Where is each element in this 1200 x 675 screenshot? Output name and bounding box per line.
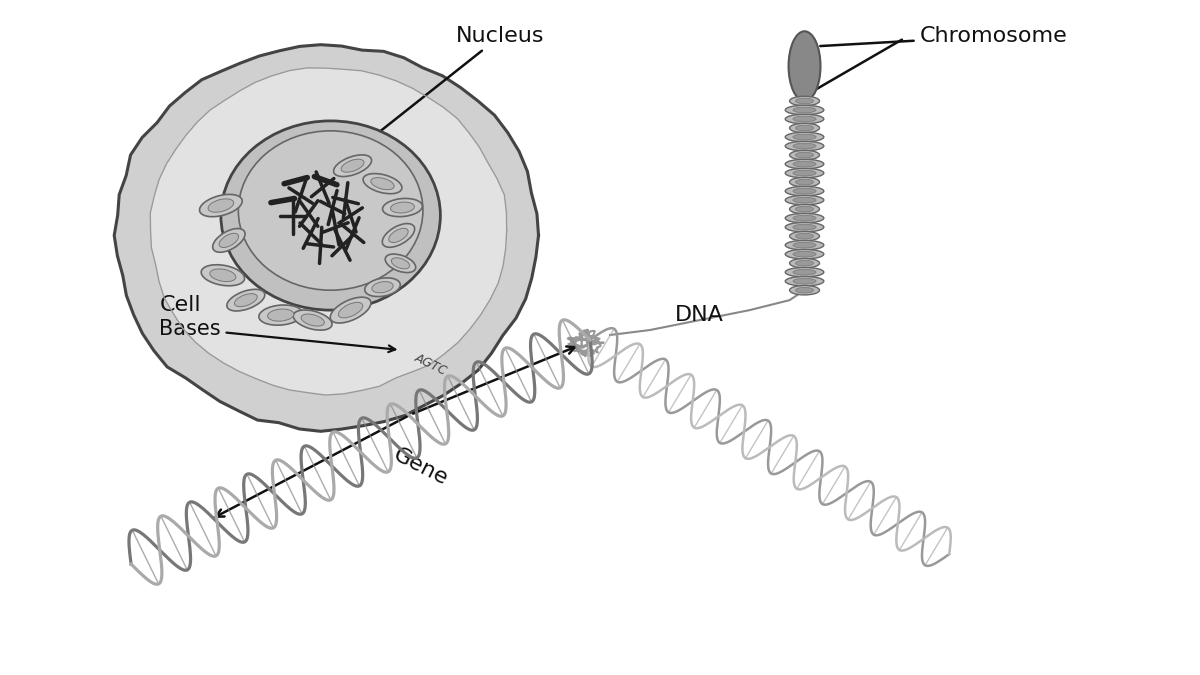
Ellipse shape	[793, 161, 816, 167]
Ellipse shape	[790, 178, 820, 187]
Text: Nucleus: Nucleus	[358, 26, 545, 149]
Ellipse shape	[268, 309, 294, 321]
Ellipse shape	[385, 254, 415, 273]
Ellipse shape	[796, 180, 814, 185]
Ellipse shape	[790, 232, 820, 241]
Ellipse shape	[793, 143, 816, 149]
Ellipse shape	[338, 302, 362, 318]
Ellipse shape	[334, 155, 372, 177]
Ellipse shape	[790, 286, 820, 295]
Ellipse shape	[796, 288, 814, 293]
Ellipse shape	[785, 277, 824, 286]
Ellipse shape	[202, 265, 245, 286]
Ellipse shape	[788, 31, 821, 101]
Ellipse shape	[364, 173, 402, 194]
Ellipse shape	[793, 107, 816, 113]
Ellipse shape	[785, 141, 824, 151]
Text: Bases: Bases	[160, 319, 395, 352]
Ellipse shape	[371, 178, 394, 190]
Ellipse shape	[341, 159, 364, 172]
Ellipse shape	[785, 114, 824, 124]
Ellipse shape	[227, 290, 265, 311]
Ellipse shape	[790, 97, 820, 106]
Text: DNA: DNA	[676, 305, 725, 325]
Ellipse shape	[796, 234, 814, 239]
Ellipse shape	[372, 281, 394, 293]
Ellipse shape	[208, 199, 234, 212]
Ellipse shape	[391, 258, 409, 269]
Text: Cell: Cell	[160, 295, 202, 315]
Ellipse shape	[210, 269, 236, 281]
Ellipse shape	[796, 207, 814, 212]
Ellipse shape	[793, 197, 816, 203]
Ellipse shape	[790, 205, 820, 214]
Ellipse shape	[383, 198, 422, 217]
Ellipse shape	[221, 121, 440, 310]
Ellipse shape	[796, 261, 814, 266]
Ellipse shape	[793, 242, 816, 248]
Ellipse shape	[220, 234, 239, 248]
Ellipse shape	[793, 269, 816, 275]
Ellipse shape	[293, 310, 332, 330]
Ellipse shape	[234, 294, 257, 306]
Polygon shape	[114, 45, 539, 431]
Ellipse shape	[785, 105, 824, 115]
Ellipse shape	[793, 215, 816, 221]
Ellipse shape	[793, 116, 816, 122]
Polygon shape	[150, 68, 506, 395]
Ellipse shape	[383, 223, 415, 247]
Ellipse shape	[390, 202, 414, 213]
Ellipse shape	[796, 152, 814, 158]
Ellipse shape	[301, 314, 324, 326]
Text: AGTC: AGTC	[412, 352, 449, 378]
Ellipse shape	[785, 168, 824, 178]
Ellipse shape	[785, 195, 824, 205]
Ellipse shape	[793, 170, 816, 176]
Ellipse shape	[199, 194, 242, 217]
Ellipse shape	[790, 124, 820, 133]
Ellipse shape	[212, 229, 245, 252]
Ellipse shape	[793, 251, 816, 257]
Ellipse shape	[785, 250, 824, 259]
Ellipse shape	[785, 186, 824, 196]
Ellipse shape	[796, 98, 814, 104]
Ellipse shape	[793, 134, 816, 140]
Ellipse shape	[796, 125, 814, 131]
Ellipse shape	[785, 222, 824, 232]
Text: Chromosome: Chromosome	[821, 26, 1067, 47]
Ellipse shape	[793, 278, 816, 284]
Ellipse shape	[785, 240, 824, 250]
Ellipse shape	[389, 228, 408, 242]
Ellipse shape	[785, 159, 824, 169]
Ellipse shape	[259, 305, 302, 325]
Ellipse shape	[793, 224, 816, 230]
Ellipse shape	[239, 131, 422, 290]
Ellipse shape	[793, 188, 816, 194]
Ellipse shape	[785, 267, 824, 277]
Text: Gene: Gene	[390, 445, 451, 489]
Ellipse shape	[790, 151, 820, 160]
Ellipse shape	[365, 278, 401, 296]
Ellipse shape	[785, 213, 824, 223]
Ellipse shape	[790, 259, 820, 268]
Ellipse shape	[330, 297, 371, 323]
Ellipse shape	[785, 132, 824, 142]
